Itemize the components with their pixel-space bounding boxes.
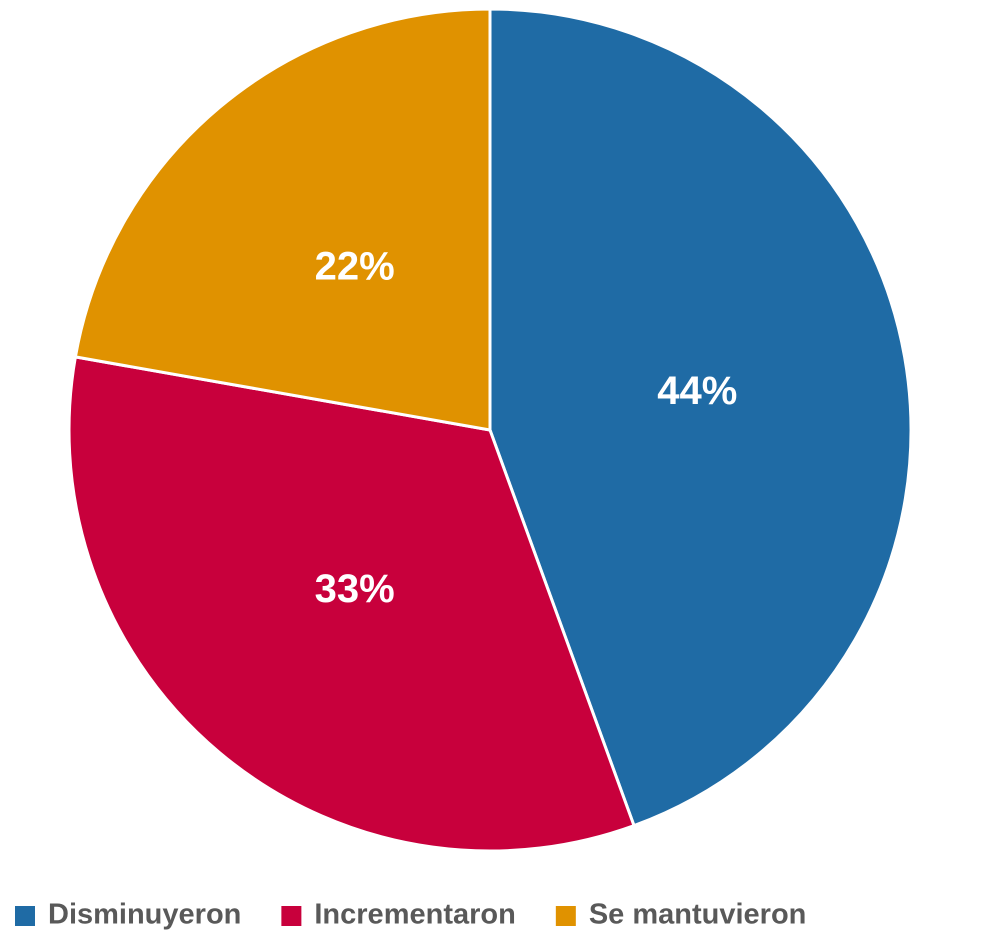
pie-slice xyxy=(67,355,636,853)
data-label: 44% xyxy=(657,369,737,413)
pie-slice xyxy=(73,7,492,432)
legend-swatch xyxy=(15,906,35,926)
legend-swatch xyxy=(281,906,302,926)
pie-slice xyxy=(488,7,913,828)
data-label: 22% xyxy=(315,244,395,288)
data-label: 33% xyxy=(315,567,395,611)
legend-label: Incrementaron xyxy=(314,899,515,931)
legend-swatch xyxy=(555,906,576,926)
legend-label: Disminuyeron xyxy=(48,899,241,931)
legend-label: Se mantuvieron xyxy=(589,899,807,931)
